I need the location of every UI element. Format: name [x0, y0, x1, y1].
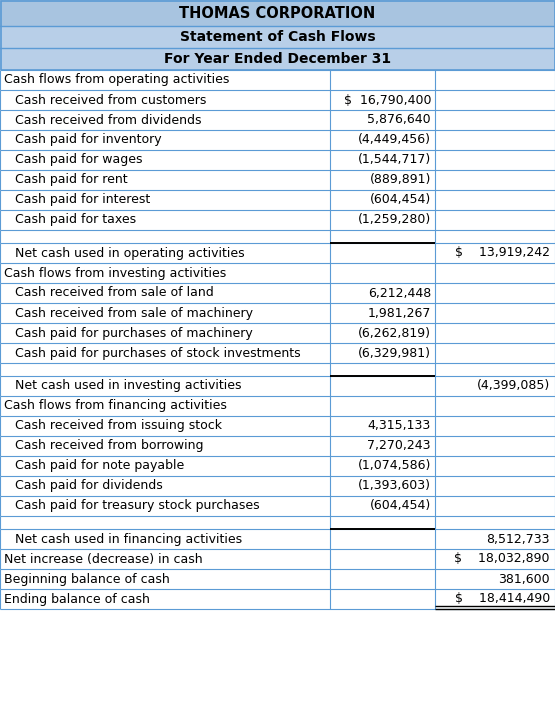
Text: 8,512,733: 8,512,733: [487, 533, 550, 546]
Bar: [0, 376, 555, 396]
Text: Cash paid for interest: Cash paid for interest: [15, 193, 150, 206]
Text: Ending balance of cash: Ending balance of cash: [4, 592, 150, 605]
Text: 7,270,243: 7,270,243: [367, 439, 431, 452]
Bar: [0, 323, 555, 343]
Text: (1,074,586): (1,074,586): [357, 459, 431, 472]
Bar: [0, 90, 555, 110]
Bar: [0, 516, 555, 529]
Bar: [0, 170, 555, 190]
Bar: [0, 150, 555, 170]
Text: Cash received from borrowing: Cash received from borrowing: [15, 439, 204, 452]
Text: 4,315,133: 4,315,133: [368, 419, 431, 433]
Bar: [0, 496, 555, 516]
Bar: [0, 589, 555, 609]
Bar: [0, 549, 555, 569]
Text: Cash paid for treasury stock purchases: Cash paid for treasury stock purchases: [15, 500, 260, 513]
Text: Cash flows from investing activities: Cash flows from investing activities: [4, 267, 226, 280]
Text: Cash paid for rent: Cash paid for rent: [15, 173, 128, 186]
Bar: [0, 416, 555, 436]
Bar: [0, 263, 555, 283]
Text: (604,454): (604,454): [370, 500, 431, 513]
Text: THOMAS CORPORATION: THOMAS CORPORATION: [179, 6, 376, 21]
Bar: [0, 230, 555, 243]
Text: $    13,919,242: $ 13,919,242: [455, 247, 550, 260]
Text: Cash flows from operating activities: Cash flows from operating activities: [4, 73, 229, 86]
Text: $    18,414,490: $ 18,414,490: [455, 592, 550, 605]
Text: Statement of Cash Flows: Statement of Cash Flows: [180, 30, 375, 44]
Text: 1,981,267: 1,981,267: [367, 306, 431, 319]
Bar: [0, 48, 555, 70]
Bar: [0, 243, 555, 263]
Text: Cash received from issuing stock: Cash received from issuing stock: [15, 419, 222, 433]
Bar: [0, 26, 555, 48]
Text: Cash paid for purchases of stock investments: Cash paid for purchases of stock investm…: [15, 347, 301, 360]
Bar: [0, 70, 555, 90]
Bar: [0, 456, 555, 476]
Text: (889,891): (889,891): [370, 173, 431, 186]
Text: Cash received from sale of land: Cash received from sale of land: [15, 286, 214, 300]
Text: Net increase (decrease) in cash: Net increase (decrease) in cash: [4, 552, 203, 566]
Text: Cash paid for purchases of machinery: Cash paid for purchases of machinery: [15, 326, 253, 339]
Bar: [0, 130, 555, 150]
Text: (1,259,280): (1,259,280): [358, 214, 431, 226]
Text: (4,449,456): (4,449,456): [358, 134, 431, 147]
Text: Net cash used in financing activities: Net cash used in financing activities: [15, 533, 242, 546]
Text: Cash paid for taxes: Cash paid for taxes: [15, 214, 136, 226]
Bar: [0, 363, 555, 376]
Bar: [0, 476, 555, 496]
Text: Cash paid for dividends: Cash paid for dividends: [15, 480, 163, 493]
Bar: [0, 303, 555, 323]
Text: 381,600: 381,600: [498, 572, 550, 585]
Text: $    18,032,890: $ 18,032,890: [455, 552, 550, 566]
Text: (1,544,717): (1,544,717): [358, 153, 431, 167]
Text: Cash received from sale of machinery: Cash received from sale of machinery: [15, 306, 253, 319]
Text: Cash paid for inventory: Cash paid for inventory: [15, 134, 162, 147]
Text: Cash flows from financing activities: Cash flows from financing activities: [4, 400, 227, 413]
Text: (1,393,603): (1,393,603): [358, 480, 431, 493]
Text: 6,212,448: 6,212,448: [368, 286, 431, 300]
Text: Cash received from customers: Cash received from customers: [15, 93, 206, 106]
Bar: [0, 396, 555, 416]
Text: Cash paid for note payable: Cash paid for note payable: [15, 459, 184, 472]
Text: (4,399,085): (4,399,085): [477, 380, 550, 393]
Bar: [0, 0, 555, 26]
Bar: [0, 343, 555, 363]
Text: Cash received from dividends: Cash received from dividends: [15, 114, 201, 127]
Bar: [0, 283, 555, 303]
Text: $  16,790,400: $ 16,790,400: [344, 93, 431, 106]
Bar: [0, 569, 555, 589]
Bar: [0, 190, 555, 210]
Bar: [0, 529, 555, 549]
Text: Net cash used in investing activities: Net cash used in investing activities: [15, 380, 241, 393]
Text: (6,329,981): (6,329,981): [358, 347, 431, 360]
Text: Net cash used in operating activities: Net cash used in operating activities: [15, 247, 245, 260]
Bar: [0, 436, 555, 456]
Text: For Year Ended December 31: For Year Ended December 31: [164, 52, 391, 66]
Bar: [0, 110, 555, 130]
Text: 5,876,640: 5,876,640: [367, 114, 431, 127]
Text: (604,454): (604,454): [370, 193, 431, 206]
Bar: [0, 210, 555, 230]
Text: Beginning balance of cash: Beginning balance of cash: [4, 572, 170, 585]
Text: Cash paid for wages: Cash paid for wages: [15, 153, 143, 167]
Text: (6,262,819): (6,262,819): [358, 326, 431, 339]
